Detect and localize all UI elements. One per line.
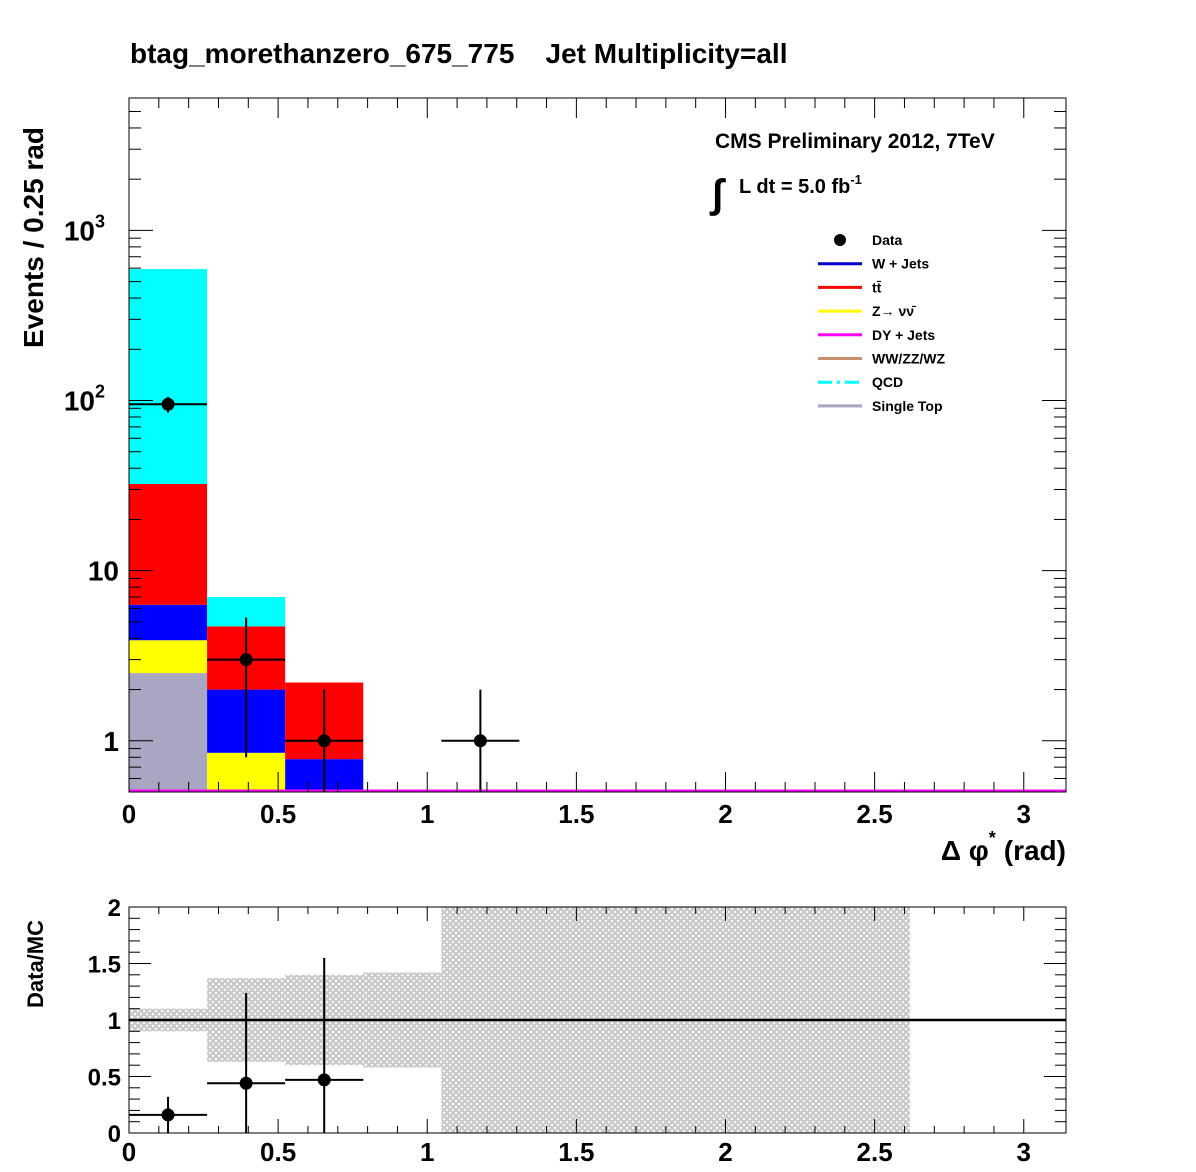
main-x-axis-label: Δ φ* (rad) [941, 828, 1066, 866]
ratio-point [317, 1073, 331, 1087]
ratio-x-tick-label: 2.5 [857, 1137, 893, 1167]
ratio-x-tick-label: 1.5 [558, 1137, 594, 1167]
legend-label: W + Jets [872, 256, 929, 272]
ratio-y-tick-label: 0.5 [88, 1065, 121, 1092]
data-point [473, 734, 487, 748]
legend-label: Single Top [872, 398, 943, 414]
main-y-tick-label: 10 [88, 556, 119, 587]
data-point [239, 653, 253, 667]
ratio-y-tick-label: 2 [108, 895, 121, 922]
data-point [161, 397, 175, 411]
ratio-y-tick-label: 1 [108, 1008, 121, 1035]
bar-segment [129, 269, 208, 485]
main-x-tick-label: 0.5 [260, 799, 296, 829]
legend-label: tt̄ [872, 279, 882, 295]
ratio-point [161, 1108, 175, 1122]
ratio-x-tick-label: 0 [122, 1137, 136, 1167]
bar-segment [207, 752, 286, 792]
main-x-tick-label: 3 [1017, 799, 1031, 829]
legend: Data W + Jets tt̄ Z→ νν̄ DY + Jets WW/ZZ/WZ QC… [818, 232, 946, 414]
bar-segment [129, 673, 208, 792]
main-x-tick-label: 1.5 [558, 799, 594, 829]
main-x-tick-label: 2.5 [857, 799, 893, 829]
ratio-y-tick-label: 1.5 [88, 952, 121, 979]
legend-marker [834, 234, 846, 246]
ratio-y-tick-label: 0 [108, 1121, 121, 1148]
data-point [317, 734, 331, 748]
main-x-tick-label: 1 [420, 799, 434, 829]
ratio-x-tick-label: 3 [1017, 1137, 1031, 1167]
main-x-tick-label: 2 [718, 799, 732, 829]
main-y-axis-label: Events / 0.25 rad [18, 127, 49, 348]
legend-label: Data [872, 232, 903, 248]
ratio-plot: 0 0.5 1 1.5 2 2.5 3 0 0.5 1 1.5 2 [88, 895, 1067, 1167]
chart-title: btag_morethanzero_675_775 Jet Multiplici… [130, 38, 787, 69]
main-x-tick-label: 0 [122, 799, 136, 829]
ratio-x-tick-label: 0.5 [260, 1137, 296, 1167]
legend-label: Z→ νν̄ [872, 303, 917, 319]
ratio-x-tick-label: 2 [718, 1137, 732, 1167]
legend-label: DY + Jets [872, 327, 935, 343]
main-y-tick-label: 1 [103, 726, 119, 757]
ratio-x-tick-label: 1 [420, 1137, 434, 1167]
main-y-tick-label: 103 [64, 211, 105, 246]
bar-segment [129, 604, 208, 641]
bar-segment [129, 640, 208, 674]
lumi-label: L dt = 5.0 fb-1 [739, 172, 862, 198]
legend-label: QCD [872, 374, 903, 390]
legend-label: WW/ZZ/WZ [872, 351, 946, 367]
main-frame [128, 97, 1067, 793]
lumi-integral-sign: ∫ [709, 172, 726, 216]
bar-segment [129, 484, 208, 605]
ratio-y-axis-label: Data/MC [23, 920, 48, 1008]
main-y-tick-label: 102 [64, 382, 105, 417]
ratio-point [239, 1076, 253, 1090]
main-plot: 0 0.5 1 1.5 2 2.5 3 1 10 102 103 [64, 97, 1067, 829]
cms-preliminary-label: CMS Preliminary 2012, 7TeV [715, 130, 995, 153]
